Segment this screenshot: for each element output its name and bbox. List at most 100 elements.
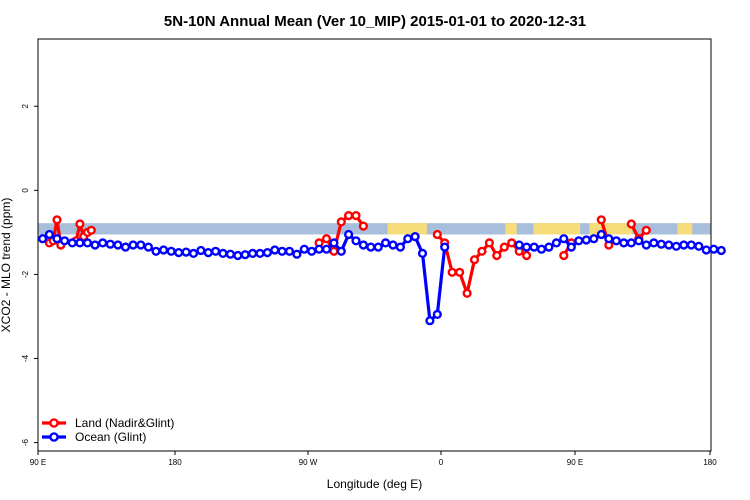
data-point bbox=[181, 247, 191, 257]
data-point bbox=[641, 225, 651, 235]
data-point bbox=[447, 267, 457, 277]
data-point bbox=[240, 250, 250, 260]
data-point bbox=[336, 217, 346, 227]
data-point bbox=[596, 229, 606, 240]
series-layer bbox=[37, 211, 726, 326]
data-point bbox=[425, 316, 435, 326]
data-point bbox=[75, 238, 85, 248]
data-point bbox=[381, 238, 391, 248]
chart-title: 5N-10N Annual Mean (Ver 10_MIP) 2015-01-… bbox=[164, 13, 586, 30]
data-point bbox=[159, 245, 169, 255]
data-point bbox=[559, 250, 569, 261]
data-point bbox=[358, 240, 369, 250]
data-point bbox=[218, 248, 228, 259]
data-point bbox=[75, 219, 85, 229]
y-axis: 2 0 -2 -4 -6 bbox=[21, 103, 38, 446]
data-point bbox=[351, 211, 361, 221]
data-point bbox=[432, 309, 442, 320]
data-point bbox=[403, 234, 413, 244]
data-point bbox=[619, 238, 629, 248]
data-point bbox=[248, 248, 258, 259]
data-point bbox=[151, 246, 161, 256]
data-point bbox=[626, 219, 636, 229]
data-point bbox=[136, 240, 146, 250]
data-point bbox=[113, 240, 123, 250]
land-band bbox=[505, 223, 517, 235]
data-point bbox=[143, 242, 154, 252]
plot-frame bbox=[37, 38, 712, 452]
data-point bbox=[604, 234, 614, 244]
data-point bbox=[634, 236, 644, 246]
data-point bbox=[255, 248, 265, 259]
data-point bbox=[86, 225, 96, 235]
data-point bbox=[440, 242, 450, 252]
data-point bbox=[694, 241, 704, 251]
data-point bbox=[351, 236, 361, 246]
ocean-band bbox=[38, 223, 711, 235]
data-point bbox=[574, 236, 584, 246]
land-band bbox=[589, 223, 633, 235]
land-band bbox=[533, 223, 581, 235]
data-point bbox=[701, 245, 711, 255]
y-tick-label: 2 bbox=[21, 103, 30, 108]
data-point bbox=[196, 245, 206, 256]
data-point bbox=[499, 242, 509, 252]
data-point bbox=[44, 229, 55, 240]
data-point bbox=[90, 240, 100, 250]
data-point bbox=[649, 238, 659, 248]
data-point bbox=[128, 240, 138, 250]
data-point bbox=[211, 246, 221, 256]
data-point bbox=[679, 240, 689, 250]
data-point bbox=[336, 246, 346, 256]
data-point bbox=[581, 235, 591, 245]
x-tick-label: 0 bbox=[439, 458, 444, 467]
series-ocean-glint- bbox=[37, 229, 726, 326]
data-point bbox=[358, 221, 369, 231]
x-axis-label: Longitude (deg E) bbox=[327, 477, 422, 491]
data-point bbox=[462, 288, 472, 298]
data-point bbox=[432, 229, 442, 240]
data-point bbox=[626, 238, 636, 248]
data-point bbox=[344, 211, 354, 221]
data-point bbox=[344, 229, 354, 240]
land-band bbox=[387, 223, 427, 235]
x-tick-label: 90 E bbox=[30, 458, 46, 467]
data-point bbox=[52, 215, 62, 225]
data-point bbox=[262, 248, 273, 258]
y-tick-label: 0 bbox=[21, 188, 30, 193]
data-point bbox=[366, 242, 376, 252]
data-point bbox=[395, 242, 406, 252]
data-point bbox=[52, 234, 62, 244]
data-point bbox=[551, 238, 562, 248]
data-point bbox=[596, 215, 606, 225]
data-point bbox=[188, 248, 199, 259]
y-axis-label: XCO2 - MLO trend (ppm) bbox=[0, 198, 13, 333]
data-point bbox=[329, 238, 339, 248]
data-point bbox=[455, 267, 465, 277]
legend-label: Land (Nadir&Glint) bbox=[75, 416, 174, 430]
data-point bbox=[611, 236, 621, 246]
data-point bbox=[492, 250, 502, 261]
data-point bbox=[299, 244, 309, 254]
data-point bbox=[67, 238, 77, 248]
data-point bbox=[477, 246, 487, 256]
data-point bbox=[98, 238, 108, 248]
data-point bbox=[716, 245, 726, 256]
data-point bbox=[469, 255, 480, 265]
data-point bbox=[233, 250, 243, 261]
data-point bbox=[321, 244, 332, 254]
data-point bbox=[225, 249, 236, 259]
data-point bbox=[536, 244, 547, 254]
legend-marker bbox=[49, 432, 59, 442]
data-point bbox=[507, 238, 517, 248]
data-point bbox=[37, 234, 48, 244]
data-point bbox=[641, 240, 651, 250]
data-point bbox=[656, 239, 666, 249]
data-point bbox=[270, 245, 280, 255]
x-tick-label: 90 W bbox=[299, 458, 318, 467]
data-point bbox=[544, 242, 554, 252]
data-point bbox=[671, 241, 681, 251]
data-point bbox=[329, 246, 339, 256]
data-point bbox=[277, 246, 287, 256]
